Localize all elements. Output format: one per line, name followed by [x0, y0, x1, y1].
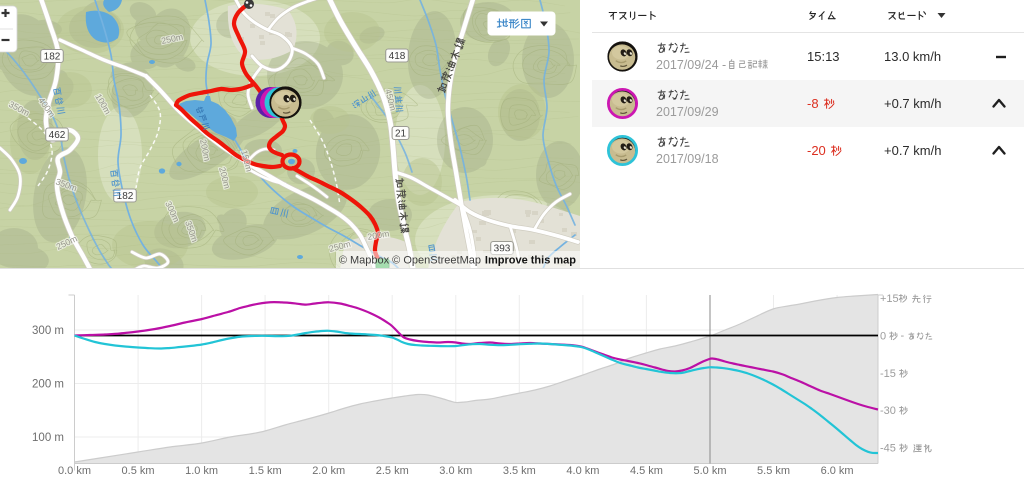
svg-text:-8: -8: [807, 96, 819, 111]
svg-text:21: 21: [395, 129, 407, 140]
svg-text:2017/09/24 -: 2017/09/24 -: [656, 58, 726, 72]
svg-text:1.0 km: 1.0 km: [185, 465, 218, 477]
svg-text:0.5 km: 0.5 km: [122, 465, 155, 477]
svg-text:393: 393: [494, 244, 511, 255]
svg-text:5.0 km: 5.0 km: [693, 465, 726, 477]
svg-text:6.0 km: 6.0 km: [821, 465, 854, 477]
svg-text:418: 418: [389, 51, 406, 62]
svg-text:2.5 km: 2.5 km: [376, 465, 409, 477]
svg-text:0.0 km: 0.0 km: [58, 465, 91, 477]
svg-text:182: 182: [44, 52, 61, 63]
svg-text:15:13: 15:13: [807, 49, 840, 64]
svg-text:462: 462: [49, 130, 66, 141]
svg-text:200m: 200m: [367, 228, 390, 242]
svg-text:+0.7 km/h: +0.7 km/h: [884, 143, 941, 158]
svg-text:-20: -20: [807, 143, 826, 158]
svg-text:2017/09/29: 2017/09/29: [656, 105, 719, 119]
svg-text:-: -: [901, 330, 905, 342]
svg-text:200 m: 200 m: [32, 379, 64, 391]
svg-text:200m: 200m: [198, 138, 212, 162]
svg-text:100 m: 100 m: [32, 432, 64, 444]
svg-text:2.0 km: 2.0 km: [312, 465, 345, 477]
svg-text:1.5 km: 1.5 km: [249, 465, 282, 477]
svg-text:3.5 km: 3.5 km: [503, 465, 536, 477]
svg-text:5.5 km: 5.5 km: [757, 465, 790, 477]
svg-text:+15: +15: [880, 293, 899, 305]
svg-text:3.0 km: 3.0 km: [439, 465, 472, 477]
svg-text:-15: -15: [880, 368, 896, 380]
svg-text:-45: -45: [880, 443, 896, 455]
svg-text:4.5 km: 4.5 km: [630, 465, 663, 477]
svg-text:+0.7 km/h: +0.7 km/h: [884, 96, 941, 111]
svg-text:182: 182: [117, 191, 134, 202]
svg-text:0: 0: [880, 331, 886, 343]
svg-text:300 m: 300 m: [32, 325, 64, 337]
svg-text:© Mapbox © OpenStreetMap: © Mapbox © OpenStreetMap: [339, 255, 481, 267]
svg-text:250m: 250m: [160, 32, 184, 46]
svg-text:Improve this map: Improve this map: [485, 255, 576, 267]
svg-text:-30: -30: [880, 405, 896, 417]
svg-text:4.0 km: 4.0 km: [566, 465, 599, 477]
svg-text:13.0 km/h: 13.0 km/h: [884, 49, 941, 64]
svg-text:2017/09/18: 2017/09/18: [656, 152, 719, 166]
